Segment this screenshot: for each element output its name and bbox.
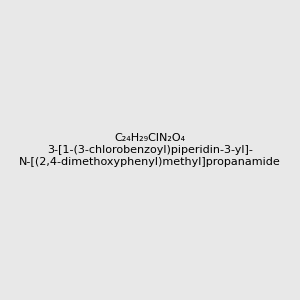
Text: C₂₄H₂₉ClN₂O₄
3-[1-(3-chlorobenzoyl)piperidin-3-yl]-
N-[(2,4-dimethoxyphenyl)meth: C₂₄H₂₉ClN₂O₄ 3-[1-(3-chlorobenzoyl)piper…	[19, 134, 281, 166]
